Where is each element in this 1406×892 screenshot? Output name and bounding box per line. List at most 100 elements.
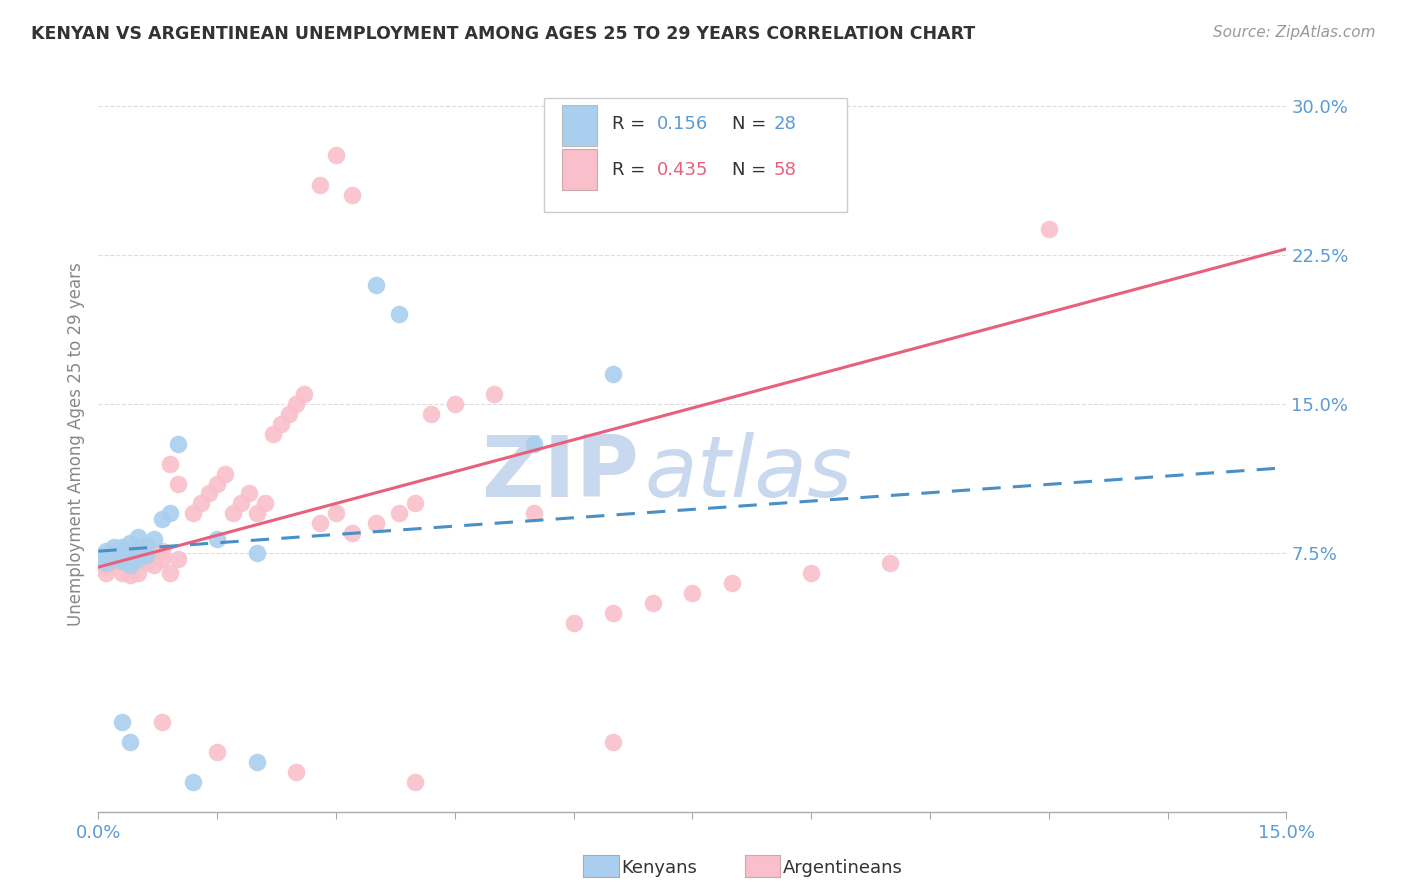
- Point: [111, 546, 134, 560]
- Text: ZIP: ZIP: [481, 432, 638, 515]
- Point: [120, 536, 142, 550]
- Point: [721, 576, 744, 591]
- Point: [681, 586, 703, 600]
- Point: [111, 548, 134, 562]
- Point: [262, 426, 284, 441]
- Text: Source: ZipAtlas.com: Source: ZipAtlas.com: [1212, 25, 1375, 40]
- Point: [142, 558, 165, 573]
- Point: [325, 507, 347, 521]
- Point: [523, 507, 546, 521]
- Point: [103, 548, 125, 562]
- Point: [96, 552, 118, 566]
- Point: [159, 507, 181, 521]
- Point: [111, 715, 134, 730]
- Point: [222, 507, 245, 521]
- Point: [120, 735, 142, 749]
- Point: [159, 457, 181, 471]
- Point: [135, 548, 157, 562]
- Point: [127, 542, 149, 557]
- Point: [135, 540, 157, 554]
- Point: [562, 615, 585, 630]
- Point: [388, 308, 411, 322]
- Point: [484, 387, 506, 401]
- Point: [404, 496, 426, 510]
- Point: [214, 467, 236, 481]
- Point: [246, 507, 269, 521]
- Point: [198, 486, 221, 500]
- Point: [246, 755, 269, 769]
- Text: 28: 28: [773, 115, 796, 133]
- Point: [205, 745, 228, 759]
- Point: [602, 735, 624, 749]
- Point: [94, 548, 117, 562]
- Point: [96, 560, 118, 574]
- Point: [166, 436, 188, 450]
- Text: R =: R =: [612, 115, 645, 133]
- Point: [800, 566, 823, 580]
- Point: [1038, 222, 1060, 236]
- Point: [420, 407, 443, 421]
- Point: [135, 556, 157, 570]
- Point: [205, 476, 228, 491]
- Point: [879, 556, 901, 570]
- Text: 0.435: 0.435: [657, 161, 709, 179]
- Point: [103, 540, 125, 554]
- Point: [120, 568, 142, 582]
- Text: Argentineans: Argentineans: [783, 859, 903, 877]
- Point: [150, 552, 173, 566]
- Text: R =: R =: [612, 161, 645, 179]
- Point: [127, 554, 149, 568]
- Point: [120, 550, 142, 565]
- Point: [150, 715, 173, 730]
- Bar: [562, 149, 598, 190]
- Point: [103, 552, 125, 566]
- Point: [523, 436, 546, 450]
- Point: [135, 548, 157, 562]
- Text: 58: 58: [773, 161, 796, 179]
- Point: [111, 554, 134, 568]
- Point: [166, 476, 188, 491]
- Point: [205, 533, 228, 547]
- Point: [120, 550, 142, 565]
- Text: Kenyans: Kenyans: [621, 859, 697, 877]
- Text: N =: N =: [731, 115, 766, 133]
- Point: [444, 397, 467, 411]
- Point: [277, 407, 299, 421]
- Text: 0.156: 0.156: [657, 115, 709, 133]
- Point: [159, 566, 181, 580]
- Point: [127, 530, 149, 544]
- Point: [127, 552, 149, 566]
- Point: [166, 552, 188, 566]
- Point: [96, 544, 118, 558]
- Point: [183, 507, 205, 521]
- Point: [229, 496, 252, 510]
- Point: [364, 516, 387, 531]
- Point: [98, 550, 121, 565]
- Point: [388, 507, 411, 521]
- Point: [238, 486, 260, 500]
- Y-axis label: Unemployment Among Ages 25 to 29 years: Unemployment Among Ages 25 to 29 years: [66, 262, 84, 625]
- Text: N =: N =: [731, 161, 766, 179]
- Point: [150, 544, 173, 558]
- Bar: [562, 105, 598, 145]
- Point: [292, 387, 315, 401]
- Point: [120, 558, 142, 573]
- Point: [120, 560, 142, 574]
- Point: [246, 546, 269, 560]
- Point: [96, 556, 118, 570]
- Point: [135, 538, 157, 552]
- Point: [142, 548, 165, 562]
- Point: [253, 496, 276, 510]
- Point: [285, 397, 308, 411]
- Point: [602, 367, 624, 381]
- Point: [641, 596, 664, 610]
- Point: [340, 188, 363, 202]
- Point: [190, 496, 212, 510]
- Point: [142, 533, 165, 547]
- Point: [103, 556, 125, 570]
- Text: KENYAN VS ARGENTINEAN UNEMPLOYMENT AMONG AGES 25 TO 29 YEARS CORRELATION CHART: KENYAN VS ARGENTINEAN UNEMPLOYMENT AMONG…: [31, 25, 976, 43]
- Point: [340, 526, 363, 541]
- Point: [150, 512, 173, 526]
- Point: [127, 542, 149, 557]
- Point: [364, 277, 387, 292]
